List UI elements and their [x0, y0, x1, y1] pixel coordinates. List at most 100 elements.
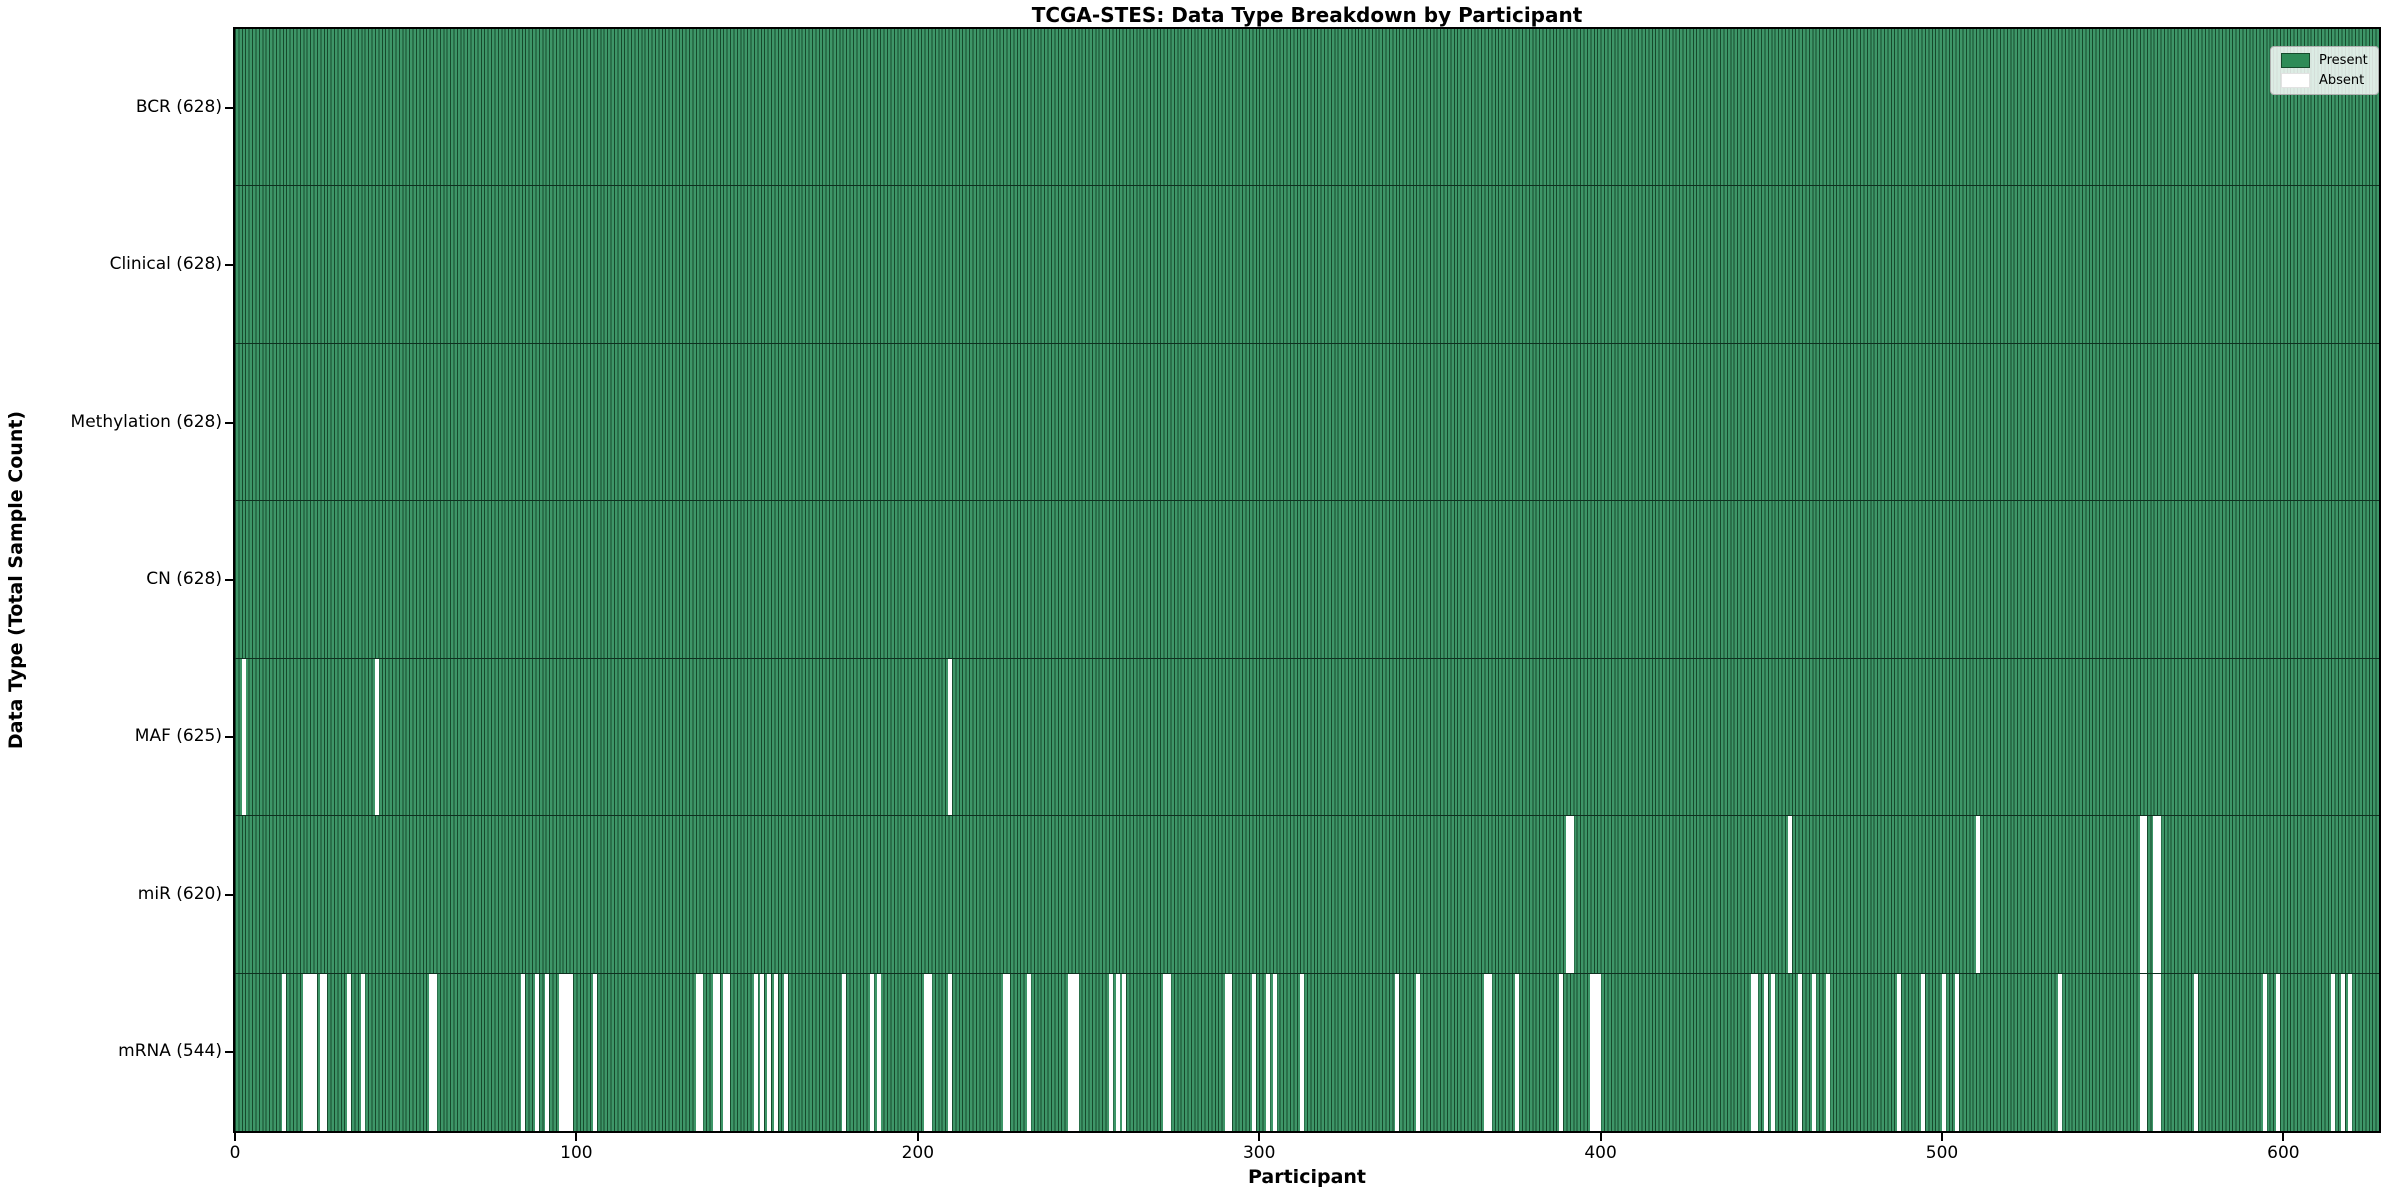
absent-gap [320, 973, 328, 1131]
x-tick-label: 200 [901, 1143, 935, 1163]
legend-item-absent: Absent [2281, 73, 2368, 88]
absent-gap [722, 973, 731, 1131]
absent-gap [767, 973, 772, 1131]
absent-gap [1750, 973, 1758, 1131]
y-tick-mark [225, 264, 233, 267]
heat-row-cn [235, 501, 2379, 659]
x-tick-label: 0 [229, 1143, 241, 1163]
absent-gap [282, 973, 287, 1131]
y-tick-mark [225, 421, 233, 424]
y-tick-mark [225, 1051, 233, 1054]
heat-row-methylation [235, 343, 2379, 502]
absent-gap [2153, 816, 2161, 973]
absent-gap [1921, 973, 1926, 1131]
absent-gap [1163, 973, 1171, 1131]
absent-gap [1764, 973, 1769, 1131]
absent-gap [1975, 816, 1980, 973]
absent-swatch-icon [2281, 73, 2310, 88]
x-tick-mark [575, 1133, 578, 1141]
x-tick-mark [2282, 1133, 2285, 1141]
absent-gap [2330, 973, 2335, 1131]
absent-gap [1067, 973, 1079, 1131]
absent-gap [869, 973, 874, 1131]
x-tick-label: 100 [560, 1143, 593, 1163]
absent-gap [2194, 973, 2199, 1131]
absent-gap [1798, 973, 1803, 1131]
absent-gap [1265, 973, 1270, 1131]
absent-gap [1590, 973, 1601, 1131]
absent-gap [521, 973, 526, 1131]
absent-gap [1811, 973, 1816, 1131]
x-tick-mark [1258, 1133, 1261, 1141]
chart-title: TCGA-STES: Data Type Breakdown by Partic… [1031, 3, 1583, 27]
legend-item-present: Present [2281, 53, 2368, 68]
x-tick-mark [1599, 1133, 1602, 1141]
absent-gap [559, 973, 574, 1131]
y-tick-mark [225, 736, 233, 739]
absent-gap [302, 973, 318, 1131]
absent-gap [712, 973, 721, 1131]
heat-row-maf [235, 658, 2379, 817]
absent-gap [924, 973, 932, 1131]
absent-gap [2139, 816, 2148, 973]
absent-gap [1224, 973, 1233, 1131]
absent-gap [361, 973, 366, 1131]
y-tick-mark [225, 893, 233, 896]
y-tick-label: MAF (625) [134, 726, 222, 747]
x-tick-mark [1941, 1133, 1943, 1141]
y-tick-label: miR (620) [137, 883, 222, 904]
absent-gap [1026, 973, 1031, 1131]
absent-gap [1115, 973, 1120, 1131]
absent-gap [948, 973, 953, 1131]
heat-row-mrna [235, 973, 2379, 1131]
y-tick-label: mRNA (544) [118, 1041, 222, 1062]
absent-gap [535, 973, 540, 1131]
x-tick-mark [234, 1133, 236, 1141]
absent-gap [784, 973, 789, 1131]
absent-gap [347, 973, 352, 1131]
absent-gap [876, 973, 881, 1131]
absent-gap [429, 973, 437, 1131]
x-tick-mark [916, 1133, 919, 1141]
absent-gap [1825, 973, 1830, 1131]
legend: Present Absent [2270, 46, 2379, 95]
heat-row-clinical [235, 186, 2379, 344]
x-tick-label: 400 [1584, 1143, 1617, 1163]
absent-gap [842, 973, 847, 1131]
x-tick-label: 500 [1925, 1143, 1959, 1163]
absent-gap [2276, 973, 2281, 1131]
absent-gap [593, 973, 598, 1131]
absent-gap [1941, 973, 1946, 1131]
y-tick-mark [225, 106, 233, 109]
absent-gap [1559, 973, 1564, 1131]
x-axis-label: Participant [1247, 1166, 1367, 1188]
plot-area [233, 27, 2381, 1133]
absent-gap [1514, 973, 1519, 1131]
x-tick-label: 300 [1242, 1143, 1276, 1163]
absent-gap [1299, 973, 1304, 1131]
absent-gap [1566, 816, 1574, 973]
legend-label-present: Present [2319, 53, 2368, 68]
y-tick-label: CN (628) [146, 569, 222, 589]
absent-gap [2139, 973, 2148, 1131]
y-tick-label: BCR (628) [135, 96, 222, 117]
absent-gap [2262, 973, 2267, 1131]
absent-gap [1771, 973, 1775, 1131]
present-swatch-icon [2281, 53, 2310, 68]
heat-row-bcr [235, 29, 2379, 187]
x-tick-label: 600 [2267, 1143, 2300, 1163]
absent-gap [2347, 973, 2352, 1131]
y-tick-label: Methylation (628) [70, 411, 222, 432]
absent-gap [774, 973, 779, 1131]
absent-gap [1395, 973, 1400, 1131]
absent-gap [1252, 973, 1257, 1131]
absent-gap [545, 973, 550, 1131]
absent-gap [1415, 973, 1420, 1131]
absent-gap [1484, 973, 1492, 1131]
absent-gap [753, 973, 758, 1131]
absent-gap [241, 658, 246, 816]
absent-gap [1955, 973, 1960, 1131]
absent-gap [2341, 973, 2346, 1131]
absent-gap [1272, 973, 1277, 1131]
absent-gap [1002, 973, 1011, 1131]
